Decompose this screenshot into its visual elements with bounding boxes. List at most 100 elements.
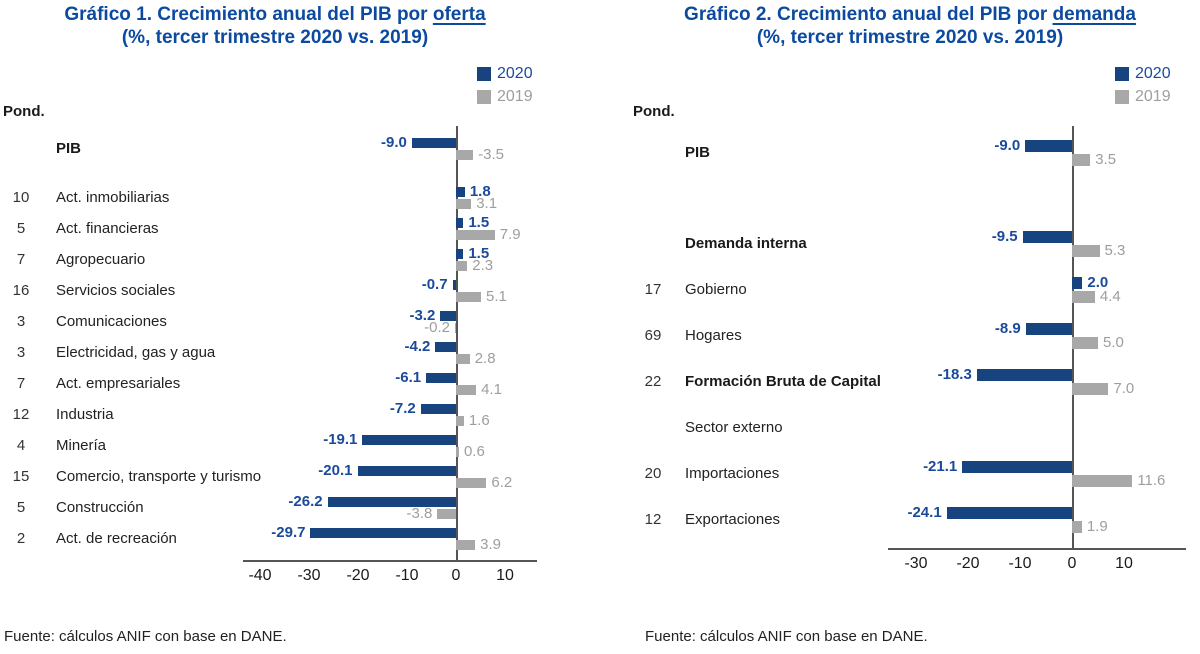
value-label-2020: 1.8 [469, 182, 491, 200]
x-axis-tick: -20 [956, 555, 980, 572]
legend: 2020 2019 [1115, 66, 1171, 112]
zero-axis-line [456, 126, 458, 560]
pond-value: 3 [16, 343, 26, 361]
value-label-2019: 7.0 [1113, 380, 1135, 397]
value-label-2020: -8.9 [994, 320, 1021, 337]
value-label-2020: 1.5 [468, 244, 490, 262]
x-axis-tick: -10 [395, 567, 419, 584]
value-label-2019: 0.6 [463, 442, 485, 460]
category-label: Importaciones [685, 465, 780, 482]
bar-2020 [452, 279, 456, 290]
legend-label-2019: 2019 [1135, 88, 1171, 105]
bar-2020 [426, 372, 456, 383]
category-label: Demanda interna [685, 235, 807, 252]
chart-title-line-1: Gráfico 2. Crecimiento anual del PIB por… [684, 4, 1136, 25]
legend: 2020 2019 [477, 66, 533, 112]
value-label-2020: 1.5 [468, 213, 490, 231]
category-label: Comercio, transporte y turismo [56, 467, 262, 485]
value-label-2020: -24.1 [907, 504, 942, 521]
bar-2019 [456, 198, 472, 209]
legend-swatch-2019 [1115, 90, 1129, 104]
value-label-2019: 6.2 [491, 473, 513, 491]
value-label-2019: 7.9 [499, 225, 521, 243]
pond-value: 69 [644, 327, 662, 344]
value-label-2019: 2.8 [474, 349, 496, 367]
x-axis-tick: -10 [1008, 555, 1032, 572]
title-underlined-word: demanda [1052, 4, 1136, 25]
x-axis-tick: 10 [1115, 555, 1133, 572]
bar-2019 [1072, 245, 1100, 257]
bar-2020 [1022, 231, 1072, 243]
bar-2019 [1072, 475, 1133, 487]
bar-2020 [456, 186, 465, 197]
x-axis-tick: -30 [904, 555, 928, 572]
x-axis-tick: -40 [248, 567, 272, 584]
bar-2020 [1072, 277, 1083, 289]
x-axis-line [888, 548, 1186, 550]
value-label-2019: 1.6 [468, 411, 490, 429]
chart-title-line-1: Gráfico 1. Crecimiento anual del PIB por… [64, 4, 486, 25]
plot-area: -30 -20 -10 0 10 PIB -9.0 3.5 Demanda interna -9.… [600, 0, 1200, 654]
pond-column-header: Pond. [3, 103, 45, 120]
legend-swatch-2020 [1115, 67, 1129, 81]
bar-2019 [456, 477, 487, 488]
category-label: Hogares [685, 327, 742, 344]
pond-value: 17 [644, 281, 662, 298]
legend-item-2020: 2020 [477, 66, 533, 82]
bar-2020 [976, 369, 1072, 381]
value-label-2020: -4.2 [404, 337, 431, 355]
value-label-2019: 5.1 [485, 287, 507, 305]
category-label: Agropecuario [56, 250, 146, 268]
value-label-2019: 11.6 [1137, 472, 1166, 489]
legend-item-2019: 2019 [477, 89, 533, 105]
category-label: Construcción [56, 498, 144, 516]
bar-2019 [456, 353, 470, 364]
bar-2019 [456, 260, 468, 271]
x-axis-tick: 0 [1067, 555, 1077, 572]
pond-value: 5 [16, 498, 26, 516]
value-label-2020: -7.2 [389, 399, 416, 417]
value-label-2020: -19.1 [323, 430, 358, 448]
value-label-2019: 1.9 [1086, 518, 1108, 535]
bar-2019 [456, 446, 459, 457]
bar-2019 [1072, 383, 1109, 395]
bar-2020 [310, 527, 456, 538]
category-label: Exportaciones [685, 511, 781, 528]
bar-2020 [962, 461, 1072, 473]
value-label-2020: -3.2 [409, 306, 436, 324]
pond-value: 12 [644, 511, 662, 528]
category-label: Formación Bruta de Capital [685, 373, 881, 390]
value-label-2019: 2.3 [472, 256, 494, 274]
pond-value: 7 [16, 250, 26, 268]
value-label-2020: 2.0 [1087, 274, 1109, 291]
chart-title-line-2: (%, tercer trimestre 2020 vs. 2019) [121, 27, 429, 48]
bar-2019 [456, 384, 477, 395]
x-axis-tick: -20 [346, 567, 370, 584]
value-label-2019: 3.5 [1095, 151, 1117, 168]
legend-swatch-2020 [477, 67, 491, 81]
pond-value: 15 [12, 467, 30, 485]
value-label-2020: -0.7 [421, 275, 448, 293]
chart-title: Gráfico 1. Crecimiento anual del PIB por… [0, 3, 550, 49]
pond-value: 10 [12, 188, 30, 206]
value-label-2020: -9.0 [994, 137, 1021, 154]
value-label-2019: 5.0 [1103, 334, 1124, 351]
chart-title-line-2: (%, tercer trimestre 2020 vs. 2019) [756, 27, 1064, 48]
title-underlined-word: oferta [432, 4, 486, 25]
legend-item-2020: 2020 [1115, 66, 1171, 82]
pond-value: 4 [16, 436, 26, 454]
pond-value: 2 [16, 529, 26, 547]
x-axis-tick: 0 [451, 567, 461, 584]
bar-2019 [456, 229, 495, 240]
pond-value: 12 [12, 405, 30, 423]
value-label-2019: -0.2 [424, 318, 451, 336]
pond-value: 16 [12, 281, 30, 299]
bar-2019 [437, 508, 456, 519]
category-label: Electricidad, gas y agua [56, 343, 216, 361]
source-note: Fuente: cálculos ANIF con base en DANE. [645, 628, 928, 645]
category-label: Gobierno [685, 281, 747, 298]
x-axis-tick: 10 [496, 567, 514, 584]
x-axis-line [243, 560, 537, 562]
legend-label-2019: 2019 [497, 88, 533, 105]
value-label-2020: -26.2 [288, 492, 323, 510]
